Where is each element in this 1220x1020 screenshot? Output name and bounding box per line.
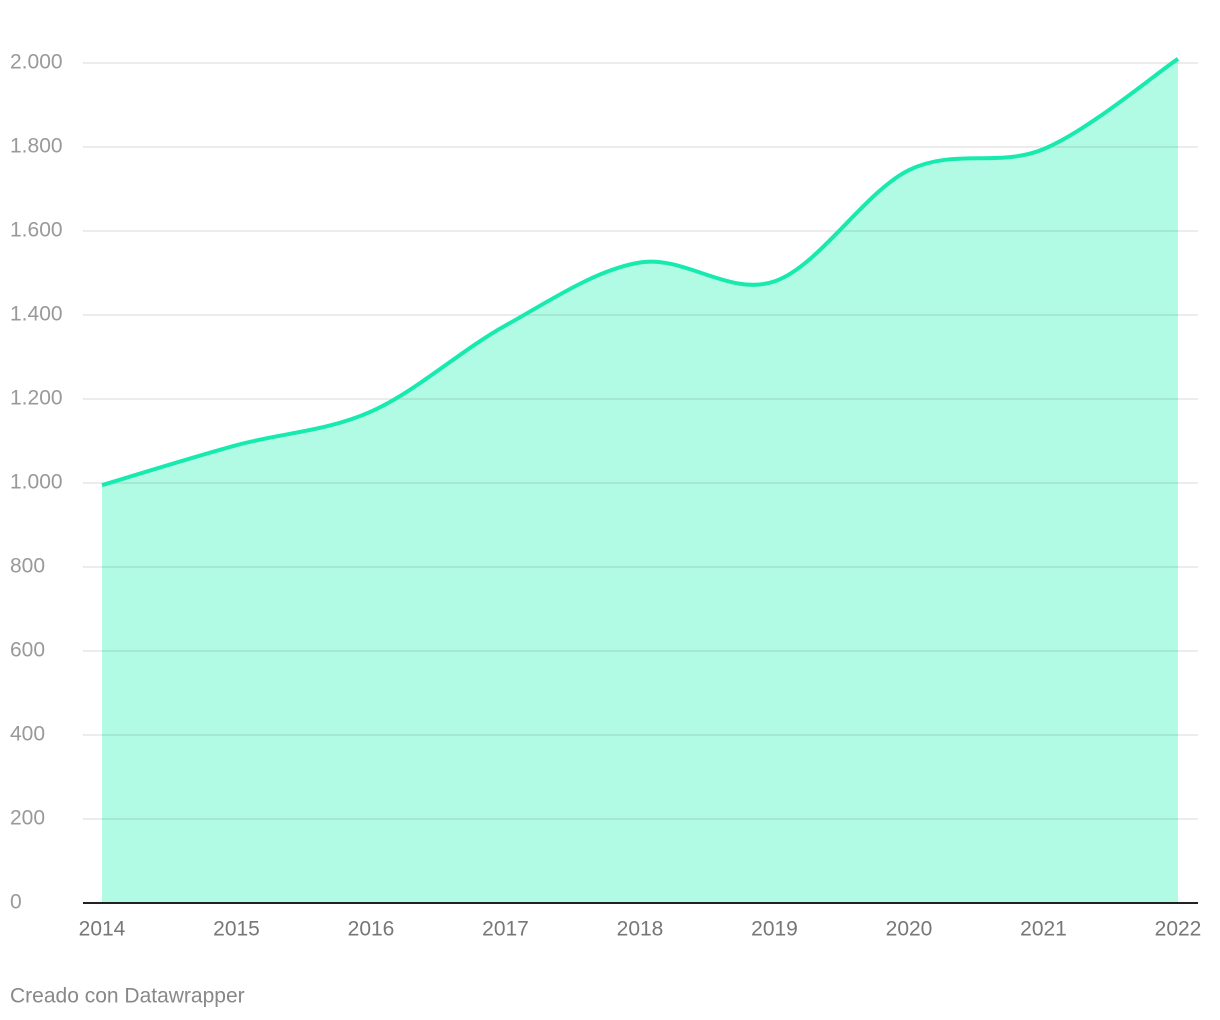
credit: Creado con Datawrapper	[10, 985, 245, 1008]
y-tick-label: 1.800	[10, 135, 63, 158]
y-tick-label: 1.000	[10, 471, 63, 494]
y-tick-label: 0	[10, 891, 22, 914]
y-tick-label: 600	[10, 639, 45, 662]
x-tick-label: 2019	[751, 918, 798, 941]
y-tick-label: 200	[10, 807, 45, 830]
x-tick-label: 2014	[79, 918, 126, 941]
y-tick-label: 1.200	[10, 387, 63, 410]
x-tick-label: 2022	[1155, 918, 1202, 941]
x-tick-label: 2021	[1020, 918, 1067, 941]
x-tick-label: 2018	[617, 918, 664, 941]
y-tick-label: 2.000	[10, 51, 63, 74]
x-tick-label: 2015	[213, 918, 260, 941]
x-tick-label: 2017	[482, 918, 529, 941]
y-tick-label: 800	[10, 555, 45, 578]
y-tick-label: 1.400	[10, 303, 63, 326]
line	[101, 57, 1180, 488]
x-tick-label: 2020	[886, 918, 933, 941]
y-tick-label: 400	[10, 723, 45, 746]
y-tick-label: 1.600	[10, 219, 63, 242]
area	[102, 58, 1178, 904]
x-tick-label: 2016	[348, 918, 395, 941]
